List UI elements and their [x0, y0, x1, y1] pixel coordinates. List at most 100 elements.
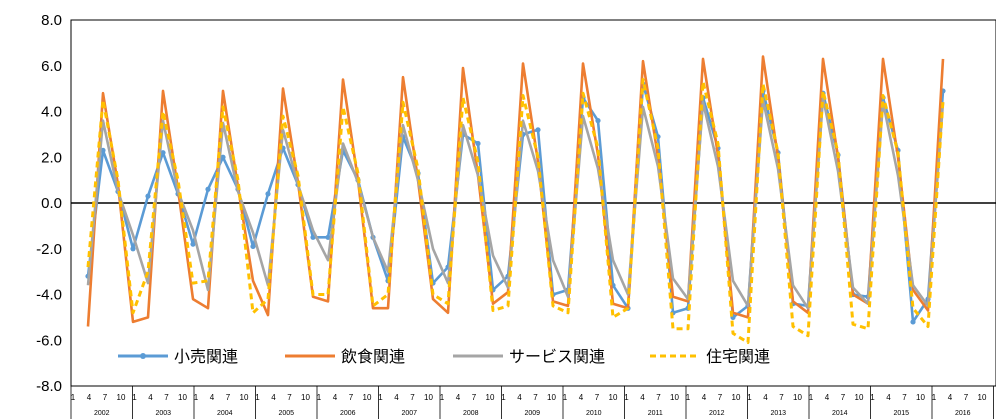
x-year-label: 2007	[401, 410, 417, 417]
x-month-tick-label: 1	[870, 393, 875, 402]
x-month-tick-label: 10	[916, 393, 925, 402]
x-month-tick-label: 7	[595, 393, 600, 402]
x-month-tick-label: 7	[287, 393, 292, 402]
x-month-tick-label: 4	[886, 393, 891, 402]
y-tick-label: -4.0	[36, 287, 62, 304]
x-month-tick-label: 7	[472, 393, 477, 402]
x-month-tick-label: 1	[686, 393, 691, 402]
x-year-label: 2008	[463, 410, 479, 417]
x-month-tick-label: 10	[855, 393, 864, 402]
x-month-tick-label: 1	[194, 393, 199, 402]
x-month-tick-label: 7	[226, 393, 231, 402]
x-month-tick-label: 10	[670, 393, 679, 402]
x-year-label: 2015	[893, 410, 909, 417]
y-tick-label: -6.0	[36, 332, 62, 349]
y-tick-label: 6.0	[41, 58, 62, 75]
x-month-tick-label: 4	[702, 393, 707, 402]
data-point	[145, 193, 151, 199]
data-point	[325, 234, 331, 240]
x-month-tick-label: 7	[533, 393, 538, 402]
series-line-4	[86, 78, 945, 344]
data-point	[475, 140, 481, 147]
x-year-label: 2006	[340, 410, 356, 417]
y-tick-label: 4.0	[41, 104, 62, 121]
x-month-tick-label: 10	[301, 393, 310, 402]
x-month-tick-label: 4	[825, 393, 830, 402]
data-point	[310, 234, 316, 240]
x-month-tick-label: 10	[117, 393, 126, 402]
x-month-tick-label: 10	[732, 393, 741, 402]
x-year-label: 2013	[770, 410, 786, 417]
x-month-tick-label: 1	[501, 393, 506, 402]
x-month-tick-label: 7	[964, 393, 969, 402]
x-year-label: 2010	[586, 410, 602, 417]
y-tick-label: -2.0	[36, 241, 62, 258]
x-month-tick-label: 7	[410, 393, 415, 402]
x-year-label: 2012	[709, 410, 725, 417]
x-month-tick-label: 10	[178, 393, 187, 402]
x-year-label: 2016	[955, 410, 971, 417]
x-month-tick-label: 10	[486, 393, 495, 402]
x-year-label: 2004	[217, 410, 233, 417]
x-month-tick-label: 4	[87, 393, 92, 402]
x-month-tick-label: 4	[456, 393, 461, 402]
x-month-tick-label: 10	[424, 393, 433, 402]
data-point	[205, 186, 211, 192]
x-month-tick-label: 10	[793, 393, 802, 402]
x-month-tick-label: 7	[718, 393, 723, 402]
y-tick-label: 0.0	[41, 195, 62, 212]
legend-label: サービス関連	[509, 348, 605, 366]
x-month-tick-label: 10	[609, 393, 618, 402]
y-tick-label: -8.0	[36, 378, 62, 395]
x-year-label: 2009	[524, 410, 540, 417]
x-month-tick-label: 4	[640, 393, 645, 402]
x-month-tick-label: 1	[378, 393, 383, 402]
x-month-tick-label: 1	[563, 393, 568, 402]
x-year-label: 2011	[648, 410, 663, 417]
x-month-tick-label: 1	[932, 393, 937, 402]
x-month-tick-label: 1	[809, 393, 814, 402]
x-month-tick-label: 4	[148, 393, 153, 402]
x-month-tick-label: 4	[579, 393, 584, 402]
x-month-tick-label: 1	[747, 393, 752, 402]
x-month-tick-label: 1	[132, 393, 137, 402]
legend-label: 小売関連	[174, 348, 238, 366]
x-month-tick-label: 7	[656, 393, 661, 402]
data-point	[595, 118, 601, 124]
x-month-tick-label: 10	[547, 393, 556, 402]
data-point	[160, 150, 166, 156]
x-month-tick-label: 4	[948, 393, 953, 402]
x-month-tick-label: 1	[624, 393, 629, 402]
y-tick-label: 2.0	[41, 149, 62, 166]
y-tick-label: 8.0	[41, 12, 62, 29]
x-month-tick-label: 7	[779, 393, 784, 402]
data-point	[250, 243, 256, 250]
x-month-tick-label: 10	[240, 393, 249, 402]
x-month-tick-label: 7	[349, 393, 354, 402]
x-month-tick-label: 7	[841, 393, 846, 402]
data-point	[190, 241, 196, 247]
x-month-tick-label: 1	[440, 393, 445, 402]
legend-label: 住宅関連	[706, 348, 770, 366]
x-year-label: 2014	[832, 410, 848, 417]
x-month-tick-label: 4	[517, 393, 522, 402]
legend-marker	[140, 353, 146, 359]
x-month-tick-label: 1	[317, 393, 322, 402]
x-month-tick-label: 4	[271, 393, 276, 402]
x-month-tick-label: 1	[71, 393, 76, 402]
x-month-tick-label: 10	[978, 393, 987, 402]
data-point	[130, 246, 136, 252]
x-year-label: 2005	[278, 410, 294, 417]
x-month-tick-label: 7	[103, 393, 108, 402]
data-point	[910, 319, 916, 325]
x-year-label: 2003	[155, 410, 171, 417]
x-month-tick-label: 7	[902, 393, 907, 402]
x-year-label: 2002	[94, 410, 110, 417]
x-month-tick-label: 7	[164, 393, 169, 402]
data-point	[220, 154, 226, 160]
legend-label: 飲食関連	[341, 348, 405, 366]
data-point	[535, 127, 541, 133]
x-month-tick-label: 1	[255, 393, 260, 402]
data-point	[265, 191, 271, 197]
